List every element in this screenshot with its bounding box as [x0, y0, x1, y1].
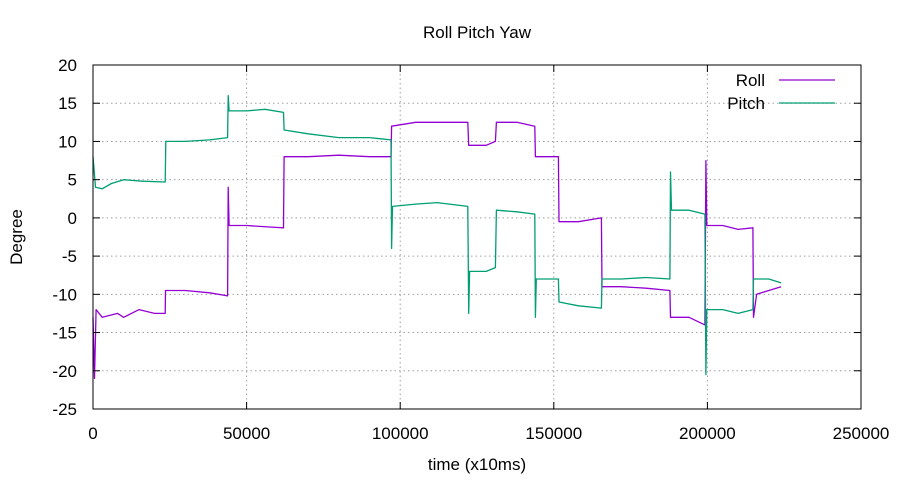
y-tick-label: -25	[52, 400, 77, 419]
legend-label-roll: Roll	[736, 71, 765, 90]
legend: Roll Pitch	[727, 71, 835, 113]
chart-title: Roll Pitch Yaw	[423, 23, 532, 42]
x-tick-label: 100000	[372, 424, 429, 443]
legend-label-pitch: Pitch	[727, 94, 765, 113]
x-tick-label: 150000	[525, 424, 582, 443]
x-tick-label: 200000	[679, 424, 736, 443]
y-axis-label: Degree	[7, 209, 26, 265]
x-axis-label: time (x10ms)	[428, 455, 526, 474]
x-tick-label: 250000	[833, 424, 890, 443]
grid-lines	[93, 65, 861, 409]
axis-ticks: -25 -20 -15 -10 -5 0 5 10 15 20 0 50000 100000 150000…	[52, 56, 889, 443]
x-tick-label: 50000	[223, 424, 270, 443]
y-tick-label: -20	[52, 362, 77, 381]
y-tick-label: 20	[58, 56, 77, 75]
plot-frame	[92, 64, 862, 410]
y-tick-label: 5	[68, 171, 77, 190]
series-line-pitch	[92, 94, 782, 376]
y-tick-label: -10	[52, 285, 77, 304]
y-tick-label: 0	[68, 209, 77, 228]
y-tick-label: -15	[52, 324, 77, 343]
y-tick-label: 10	[58, 132, 77, 151]
series-line-roll	[92, 121, 782, 380]
y-tick-label: 15	[58, 94, 77, 113]
y-tick-label: -5	[62, 247, 77, 266]
x-tick-label: 0	[88, 424, 97, 443]
series-layer	[92, 94, 782, 380]
